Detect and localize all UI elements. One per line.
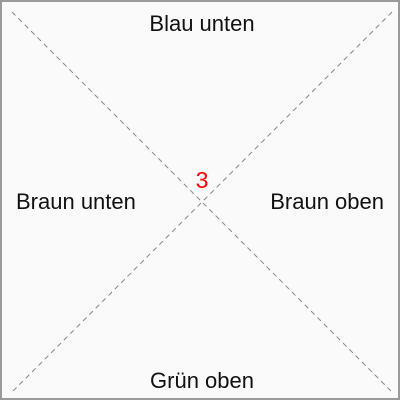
- label-right: Braun oben: [270, 189, 384, 214]
- center-counter: 3: [195, 167, 209, 193]
- label-left: Braun unten: [16, 189, 136, 214]
- label-bottom: Grün oben: [150, 368, 254, 393]
- label-top: Blau unten: [149, 11, 255, 36]
